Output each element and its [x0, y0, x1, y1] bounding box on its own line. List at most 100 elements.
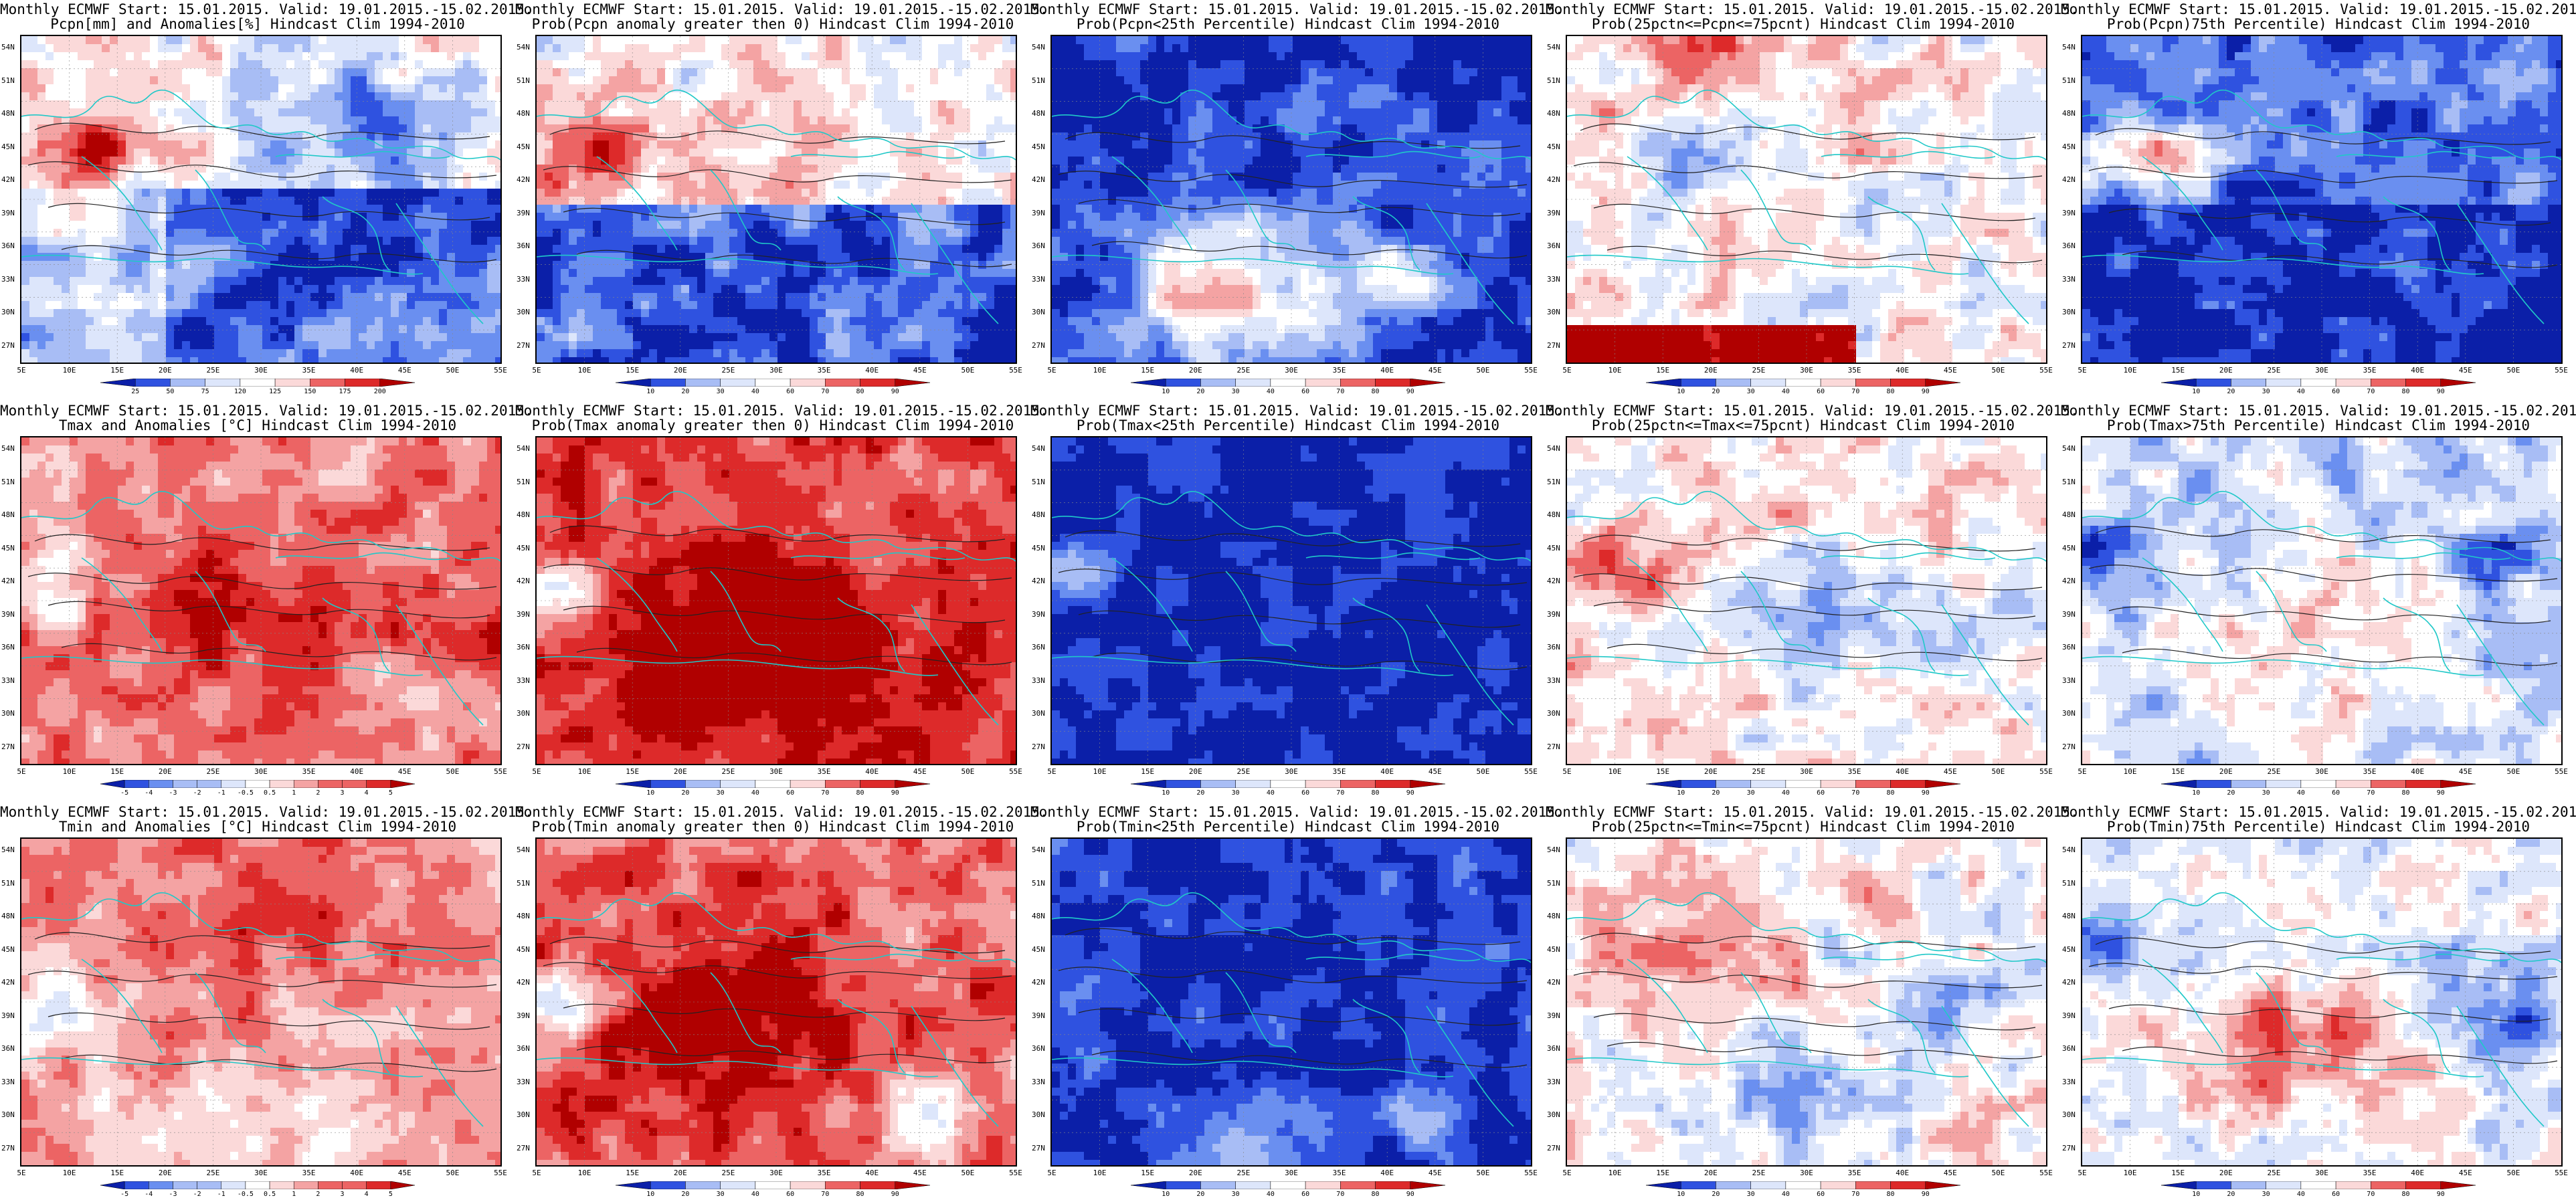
lon-tick-label: 25E — [2267, 1169, 2280, 1177]
lon-tick-label: 35E — [1333, 767, 1346, 776]
lon-tick-label: 35E — [818, 1169, 831, 1177]
lon-tick-label: 10E — [578, 366, 591, 375]
lon-tick-label: 35E — [2363, 366, 2377, 375]
lat-tick-label: 51N — [1547, 879, 1560, 888]
map-area — [2081, 35, 2563, 364]
lat-tick-label: 51N — [1, 879, 15, 888]
contour-line — [61, 1054, 497, 1072]
coastline — [537, 892, 1016, 1127]
map-area — [1566, 436, 2047, 765]
lat-tick-label: 42N — [1032, 175, 1045, 184]
colorbar-label: 90 — [891, 789, 899, 797]
colorbar-label: 80 — [1372, 388, 1380, 395]
colorbar-label: 70 — [2367, 789, 2375, 797]
colorbar-label: 150 — [304, 388, 316, 395]
lat-tick-label: 54N — [1, 845, 15, 854]
colorbar-label: 120 — [234, 388, 246, 395]
lon-tick-label: 20E — [159, 366, 172, 375]
lon-tick-label: 40E — [1896, 366, 1909, 375]
lon-tick-label: 50E — [1476, 1169, 1489, 1177]
lat-tick-label: 45N — [1032, 142, 1045, 151]
colorbar-label: 80 — [1372, 789, 1380, 797]
lat-tick-label: 54N — [1, 444, 15, 453]
contour-line — [543, 564, 1012, 581]
lat-tick-label: 42N — [2062, 175, 2076, 184]
lon-tick-label: 25E — [2267, 767, 2280, 776]
colorbar-label: 10 — [1677, 1191, 1685, 1198]
lon-tick-label: 40E — [2411, 366, 2424, 375]
lat-tick-label: 36N — [1032, 643, 1045, 651]
lat-tick-label: 45N — [1032, 945, 1045, 954]
lon-tick-label: 40E — [350, 366, 363, 375]
contour-line — [563, 1003, 1006, 1021]
lat-tick-label: 48N — [517, 912, 530, 920]
colorbar-label: 10 — [646, 789, 654, 797]
lat-tick-label: 39N — [517, 1011, 530, 1020]
lat-tick-label: 48N — [2062, 912, 2076, 920]
panel-title-line1: Monthly ECMWF Start: 15.01.2015. Valid: … — [0, 804, 533, 820]
lon-tick-label: 50E — [1476, 767, 1489, 776]
lon-tick-label: 10E — [2124, 366, 2137, 375]
lat-tick-label: 30N — [1, 709, 15, 718]
shaded-field — [21, 437, 500, 764]
lon-tick-label: 30E — [1285, 767, 1298, 776]
lat-tick-label: 48N — [2062, 109, 2076, 118]
lon-tick-label: 35E — [1848, 1169, 1861, 1177]
lat-tick-label: 27N — [1547, 742, 1560, 751]
contour-line — [2095, 526, 2551, 543]
lat-tick-label: 30N — [1547, 308, 1560, 316]
lon-tick-label: 25E — [721, 767, 735, 776]
lat-tick-label: 33N — [517, 1078, 530, 1086]
lon-tick-label: 45E — [913, 1169, 927, 1177]
lat-tick-label: 39N — [1547, 610, 1560, 619]
colorbar-label: 20 — [2227, 1191, 2235, 1198]
lon-tick-label: 15E — [1141, 366, 1154, 375]
lat-tick-label: 39N — [2062, 610, 2076, 619]
contour-line — [576, 1045, 1012, 1064]
lon-tick-label: 20E — [1189, 366, 1202, 375]
panel-title-line1: Monthly ECMWF Start: 15.01.2015. Valid: … — [0, 1, 533, 17]
lat-tick-label: 54N — [2062, 444, 2076, 453]
lon-tick-label: 45E — [1429, 1169, 1442, 1177]
lat-tick-label: 30N — [517, 1110, 530, 1119]
colorbar-label: 20 — [1712, 789, 1720, 797]
colorbar — [1131, 780, 1445, 788]
lon-tick-label: 20E — [2219, 1169, 2233, 1177]
map-panel: Monthly ECMWF Start: 15.01.2015. Valid: … — [515, 401, 1048, 803]
lon-tick-label: 10E — [1093, 1169, 1107, 1177]
panel-title-line2: Pcpn[mm] and Anomalies[%] Hindcast Clim … — [0, 16, 515, 32]
lat-tick-label: 27N — [1, 1144, 15, 1152]
lon-tick-label: 10E — [1608, 767, 1622, 776]
lon-tick-label: 45E — [2459, 767, 2472, 776]
colorbar-label: 40 — [2297, 388, 2305, 395]
lon-tick-label: 55E — [2555, 366, 2568, 375]
shaded-field — [1567, 437, 2046, 764]
lon-tick-label: 45E — [1429, 767, 1442, 776]
colorbar-label: 30 — [1747, 388, 1755, 395]
contour-line — [34, 122, 490, 140]
lon-tick-label: 15E — [2171, 366, 2185, 375]
contour-line — [1078, 199, 1521, 217]
lat-tick-label: 51N — [1032, 478, 1045, 486]
contour-line — [1580, 534, 2036, 552]
shaded-field — [21, 36, 500, 363]
lat-tick-label: 33N — [517, 676, 530, 685]
colorbar-label: 2 — [316, 1191, 320, 1198]
shaded-field — [1567, 36, 2046, 363]
lat-tick-label: 54N — [1, 43, 15, 52]
contour-line — [1593, 601, 2036, 619]
colorbar-label: 70 — [2367, 1191, 2375, 1198]
lon-tick-label: 45E — [913, 767, 927, 776]
colorbar — [616, 780, 930, 788]
lon-tick-label: 35E — [818, 366, 831, 375]
lon-tick-label: 35E — [818, 767, 831, 776]
colorbar — [616, 1181, 930, 1189]
lon-tick-label: 10E — [1608, 1169, 1622, 1177]
panel-title-line1: Monthly ECMWF Start: 15.01.2015. Valid: … — [2061, 1, 2576, 17]
colorbar-label: -0.5 — [238, 789, 254, 797]
colorbar-label: 10 — [1162, 388, 1170, 395]
lon-tick-label: 30E — [1800, 366, 1813, 375]
lat-tick-label: 27N — [1032, 1144, 1045, 1152]
lon-tick-label: 35E — [302, 1169, 316, 1177]
panel-title-line2: Prob(Pcpn anomaly greater then 0) Hindca… — [515, 16, 1030, 32]
